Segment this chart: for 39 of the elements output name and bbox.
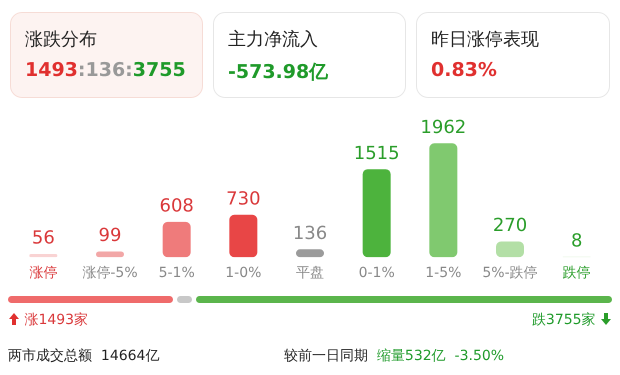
data-label: 1962 [420,116,466,138]
text: 14664亿 [100,348,160,364]
text: 涨跌分布 [25,28,98,51]
data-label: 136 [292,222,328,244]
text: 两市成交总额 [8,348,92,364]
text: 1493:136:3755 [25,59,186,81]
x-tick-label: 5%-跌停 [482,265,538,282]
x-tick-label: 5-1% [158,265,195,282]
text: 涨1493家 [24,312,88,328]
data-label: 608 [159,196,194,217]
data-label: 1515 [354,142,400,164]
bar [429,143,458,258]
text: -573.98亿 [228,60,330,85]
data-label: 730 [226,188,261,210]
bar [496,242,524,258]
text: 较前一日同期 [284,348,368,364]
text: 主力净流入 [228,28,319,51]
text: 缩量532亿 [376,348,446,364]
bar [162,222,191,258]
bar [29,254,58,258]
bar [229,214,258,258]
bar [296,249,324,258]
text: 0.83% [431,59,498,81]
x-tick-label: 平盘 [296,265,324,282]
bar [96,251,124,258]
data-label: 270 [492,215,528,236]
x-tick-label: 涨停-5% [82,265,138,282]
x-tick-label: 1-0% [225,265,262,282]
data-label: 99 [98,225,122,246]
data-label: 56 [32,228,55,249]
text: 昨日涨停表现 [431,28,540,51]
x-tick-label: 1-5% [425,265,462,282]
text: 跌3755家 [532,312,596,328]
text: -3.50% [454,348,504,364]
x-tick-label: 跌停 [562,265,591,282]
x-tick-label: 涨停 [29,265,58,282]
bar [362,169,391,258]
x-tick-label: 0-1% [358,265,395,282]
data-label: 8 [570,230,582,252]
